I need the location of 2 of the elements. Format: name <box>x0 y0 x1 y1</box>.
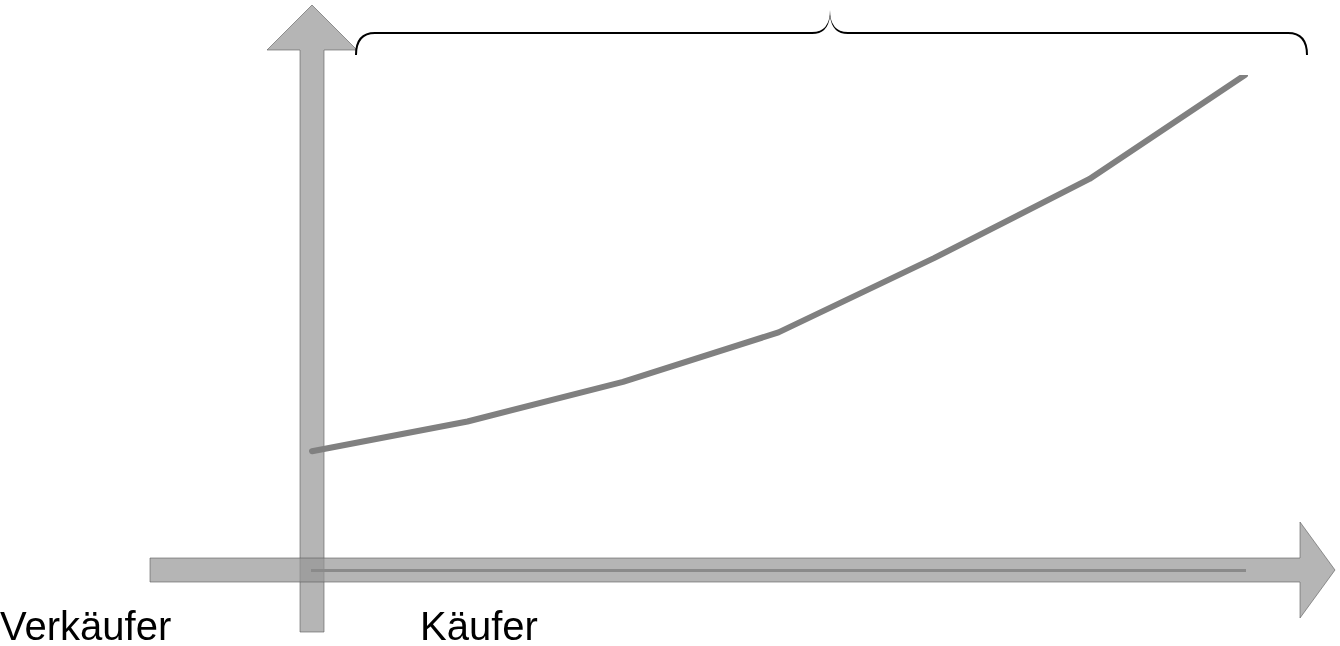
text: Verkäufer <box>0 604 172 646</box>
x-axis-title: Käufer <box>420 604 538 646</box>
